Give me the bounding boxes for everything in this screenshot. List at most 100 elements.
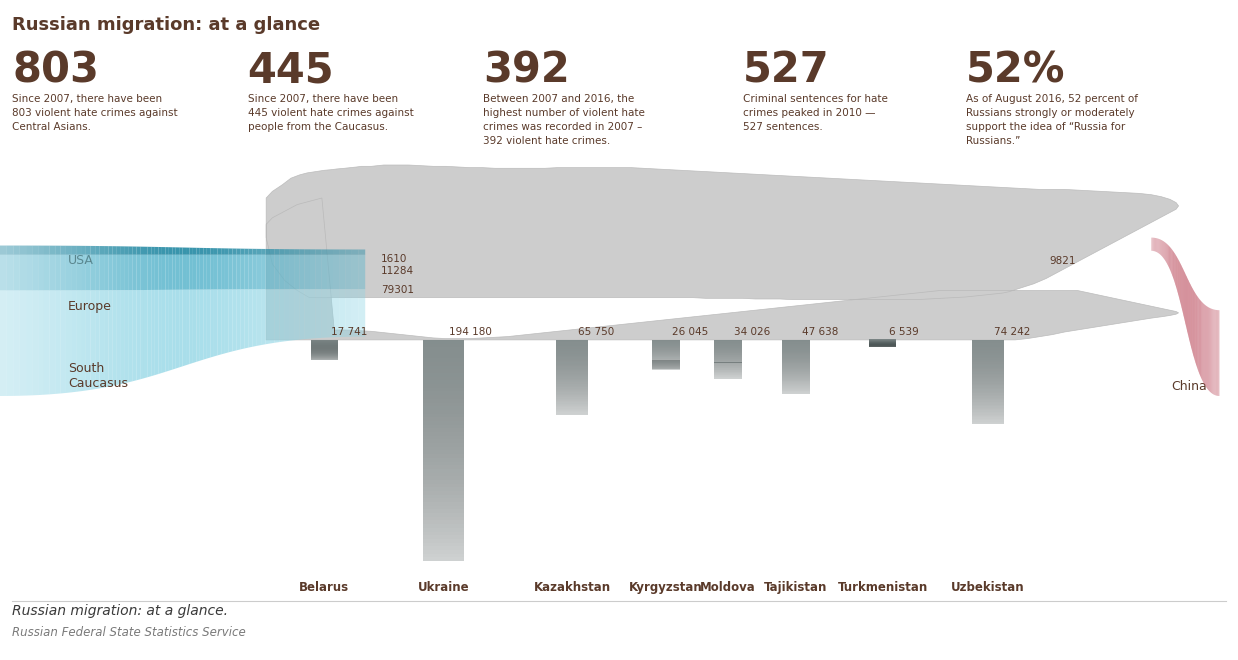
Polygon shape (265, 255, 270, 289)
Polygon shape (321, 289, 327, 338)
Bar (869, 346, 896, 347)
Bar (972, 346, 1004, 347)
Polygon shape (193, 290, 197, 363)
Polygon shape (199, 248, 203, 255)
Polygon shape (172, 248, 176, 255)
Polygon shape (305, 255, 310, 289)
Text: 34 026: 34 026 (734, 327, 770, 337)
Bar (556, 354, 588, 355)
Bar (556, 392, 588, 393)
Bar (972, 391, 1004, 392)
Bar (869, 343, 896, 344)
Polygon shape (321, 249, 327, 255)
Bar (652, 344, 680, 345)
Text: As of August 2016, 52 percent of
Russians strongly or moderately
support the ide: As of August 2016, 52 percent of Russian… (966, 94, 1138, 146)
Polygon shape (85, 255, 90, 290)
Bar (972, 393, 1004, 395)
Bar (311, 343, 338, 344)
Polygon shape (113, 255, 116, 290)
Polygon shape (218, 248, 222, 255)
Bar (423, 524, 463, 528)
Bar (556, 374, 588, 375)
Bar (714, 378, 742, 379)
Polygon shape (176, 290, 180, 368)
Bar (972, 357, 1004, 358)
Bar (782, 391, 810, 392)
Bar (423, 421, 463, 424)
Bar (782, 386, 810, 387)
Bar (782, 355, 810, 356)
Bar (869, 341, 896, 342)
Bar (714, 352, 742, 353)
Bar (782, 388, 810, 389)
Polygon shape (256, 289, 261, 346)
Bar (423, 366, 463, 370)
Bar (556, 372, 588, 374)
Bar (423, 447, 463, 450)
Bar (311, 353, 338, 354)
Bar (652, 346, 680, 347)
Text: 9821: 9821 (1050, 255, 1076, 266)
Polygon shape (132, 290, 136, 381)
Bar (423, 557, 463, 561)
Polygon shape (280, 249, 285, 255)
Bar (972, 374, 1004, 375)
Polygon shape (327, 289, 333, 337)
Bar (782, 350, 810, 352)
Polygon shape (116, 255, 121, 290)
Bar (869, 345, 896, 346)
Bar (311, 341, 338, 342)
Polygon shape (359, 289, 365, 337)
Bar (972, 416, 1004, 417)
Bar (556, 362, 588, 364)
Bar (556, 370, 588, 371)
Bar (652, 347, 680, 348)
Bar (869, 341, 896, 342)
Polygon shape (20, 246, 26, 255)
Polygon shape (183, 255, 186, 290)
Bar (423, 487, 463, 491)
Polygon shape (300, 289, 305, 340)
Polygon shape (166, 290, 168, 372)
Bar (311, 343, 338, 344)
Polygon shape (256, 249, 261, 255)
Bar (782, 387, 810, 388)
Bar (311, 356, 338, 357)
Text: 52%: 52% (966, 50, 1065, 92)
Polygon shape (321, 255, 327, 289)
Bar (311, 357, 338, 358)
Bar (556, 355, 588, 356)
Polygon shape (104, 290, 109, 387)
Bar (782, 352, 810, 354)
Polygon shape (104, 255, 109, 290)
Bar (972, 364, 1004, 365)
Polygon shape (183, 248, 186, 255)
Bar (652, 343, 680, 344)
Bar (556, 371, 588, 372)
Polygon shape (193, 248, 197, 255)
Bar (652, 369, 680, 370)
Polygon shape (162, 255, 166, 290)
Bar (972, 361, 1004, 362)
Bar (972, 347, 1004, 348)
Polygon shape (207, 290, 210, 358)
Polygon shape (345, 255, 352, 289)
Polygon shape (32, 246, 38, 255)
Bar (311, 348, 338, 349)
Polygon shape (85, 246, 90, 255)
Text: Moldova: Moldova (699, 581, 756, 594)
Polygon shape (253, 289, 256, 346)
Polygon shape (352, 289, 359, 337)
Bar (869, 341, 896, 342)
Polygon shape (20, 255, 26, 290)
Bar (972, 417, 1004, 419)
Polygon shape (121, 246, 125, 255)
Polygon shape (261, 255, 265, 289)
Bar (869, 346, 896, 347)
Bar (972, 420, 1004, 422)
Polygon shape (162, 290, 166, 373)
Polygon shape (100, 246, 104, 255)
Bar (972, 419, 1004, 420)
Bar (972, 388, 1004, 389)
Bar (311, 359, 338, 360)
